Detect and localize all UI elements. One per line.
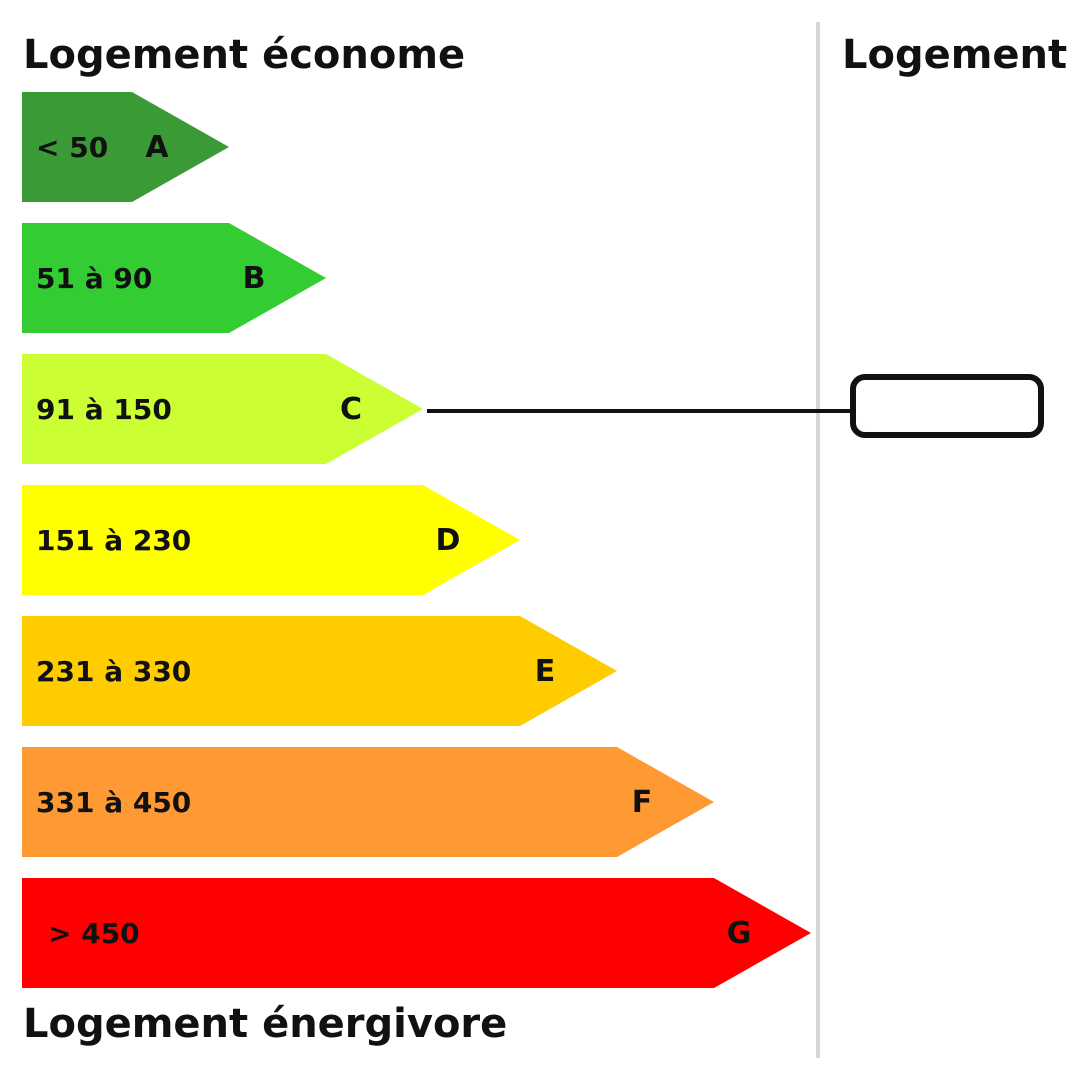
- column-label: Logement: [842, 32, 1067, 78]
- band-letter: D: [436, 523, 461, 558]
- band-range-label: 331 à 450: [36, 786, 191, 819]
- band-range-label: > 450: [48, 917, 140, 950]
- band-letter: G: [727, 916, 752, 951]
- band-range-label: 151 à 230: [36, 524, 191, 557]
- bottom-label: Logement énergivore: [23, 1001, 507, 1047]
- indicator: [850, 374, 1044, 438]
- band-d: [22, 485, 520, 595]
- band-letter: A: [145, 130, 169, 165]
- indicator-box: [850, 374, 1044, 438]
- band-a: [22, 92, 229, 202]
- energy-bands: < 50 A 51 à 90 B 91 à 150 C 151 à 230 D 231 à 33…: [22, 92, 811, 988]
- band-c: [22, 354, 423, 464]
- top-label: Logement économe: [23, 32, 465, 78]
- band-letter: F: [632, 785, 653, 820]
- band-letter: C: [340, 392, 362, 427]
- band-range-label: 91 à 150: [36, 393, 172, 426]
- band-letter: B: [243, 261, 266, 296]
- band-range-label: 231 à 330: [36, 655, 191, 688]
- band-range-label: < 50: [36, 131, 108, 164]
- band-range-label: 51 à 90: [36, 262, 152, 295]
- band-letter: E: [535, 654, 556, 689]
- band-b: [22, 223, 326, 333]
- band-e: [22, 616, 617, 726]
- band-f: [22, 747, 714, 857]
- band-g: [22, 878, 811, 988]
